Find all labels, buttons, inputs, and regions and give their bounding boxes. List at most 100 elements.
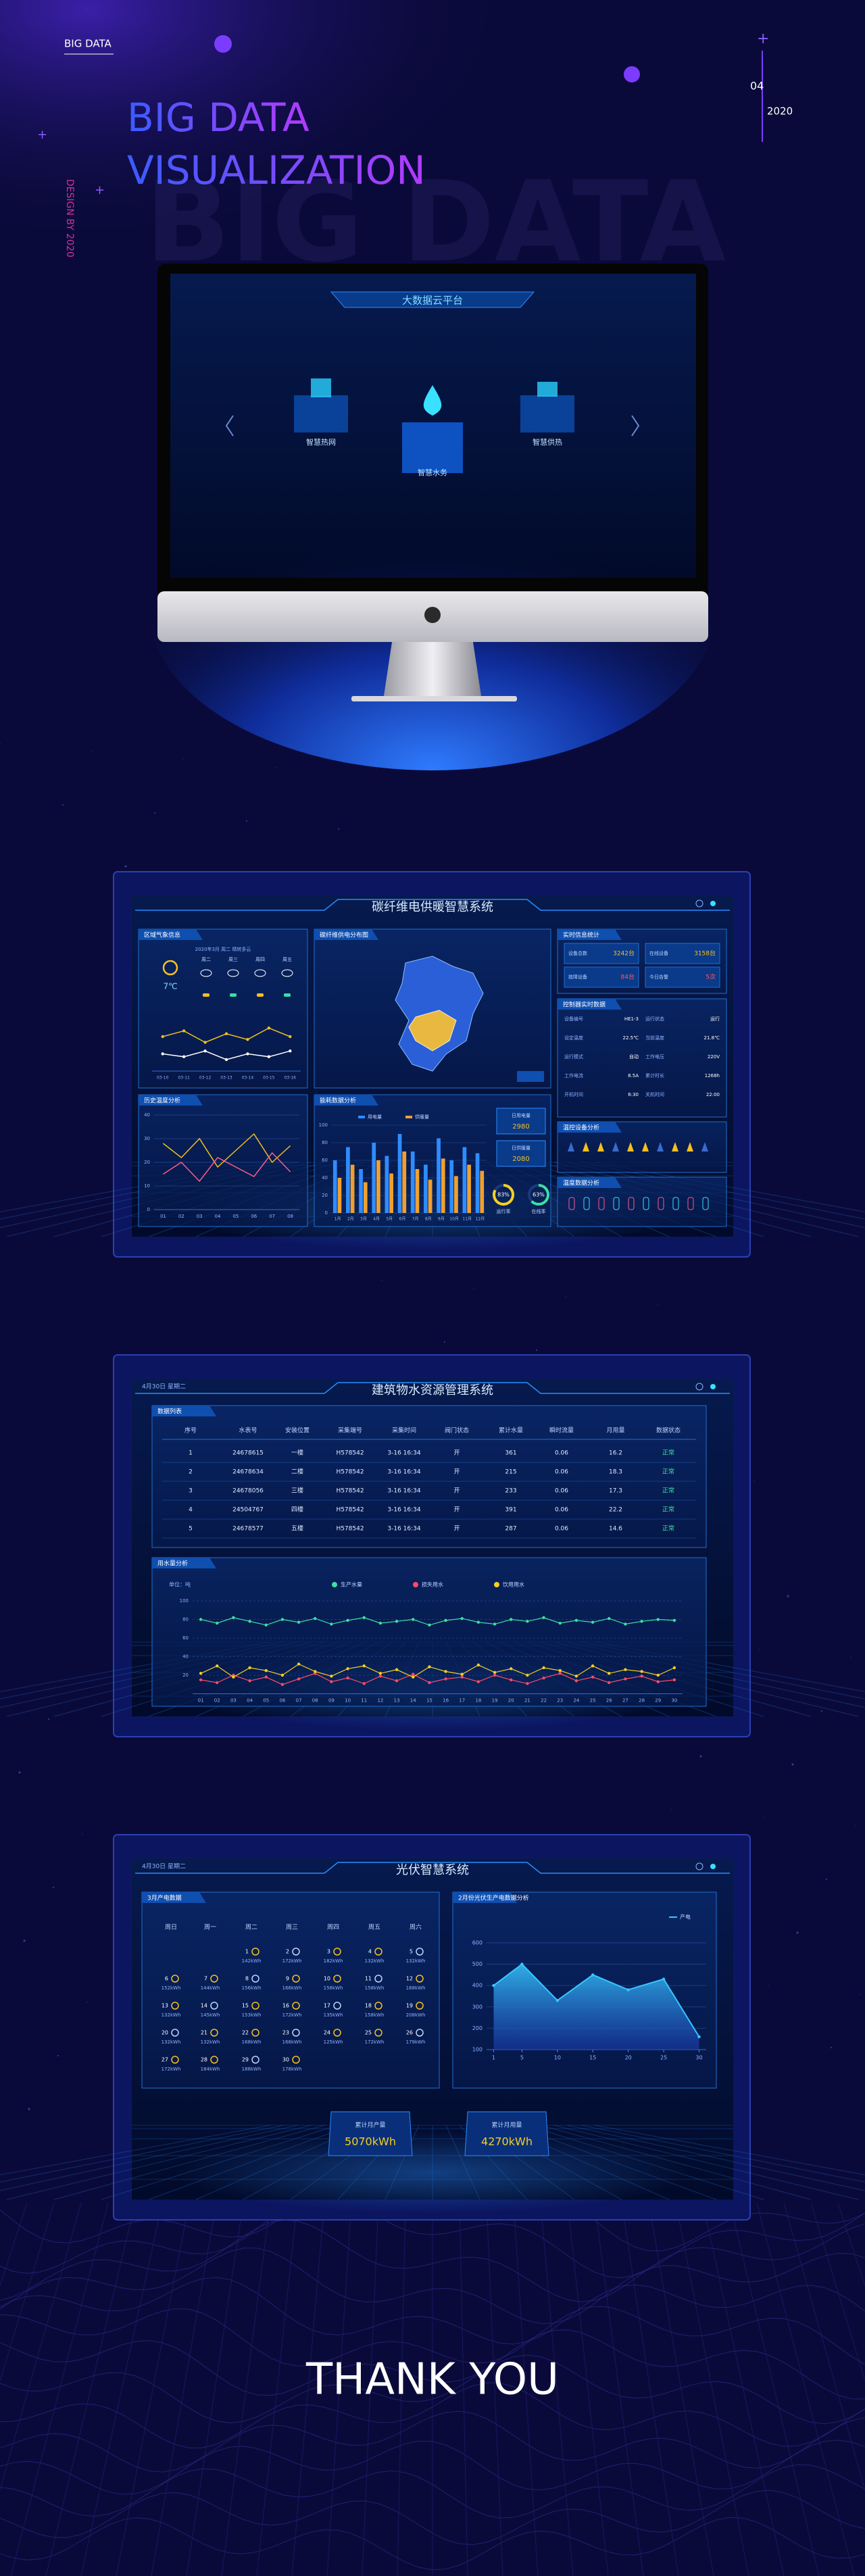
total-box [328,2111,413,2156]
controller-key: 设定温度 [564,1035,583,1041]
point [640,1670,643,1673]
wireframe [0,2202,28,2287]
point [267,1055,271,1058]
module-right[interactable]: 智慧供热 [520,382,574,447]
bar [467,1164,471,1213]
wireframe [326,2202,352,2576]
wireframe [756,2202,855,2576]
x-tick-label: 1月 [335,1217,341,1222]
table-cell: 二楼 [291,1468,303,1476]
weather-badge [203,993,209,997]
table-cell: 0.06 [555,1488,568,1495]
x-tick-label: 26 [606,1698,612,1704]
point [492,1984,495,1987]
table-cell: 3-16 16:34 [387,1488,420,1495]
point [203,1041,207,1044]
controller-key: 开机时间 [564,1091,583,1097]
star [855,1825,856,1827]
stat-label: 日用电量 [512,1112,530,1118]
bar [385,1156,389,1213]
gauge-arc [493,1184,514,1206]
legend-label: 生产水量 [341,1581,362,1588]
point [264,1675,268,1679]
calendar-value: 182kWh [324,1958,343,1964]
wireframe [783,2202,865,2492]
calendar-day: 24 [324,2030,330,2036]
table-cell: H578542 [336,1526,364,1533]
calendar-value: 168kWh [406,1985,426,1991]
table-cell: 3-16 16:34 [387,1526,420,1533]
x-tick-label: 03 [230,1698,237,1704]
table-cell: 18.3 [609,1469,622,1476]
module-label: 智慧供热 [533,437,562,447]
star [787,1595,789,1597]
weather-icon [333,2002,341,2010]
point [591,1675,595,1679]
y-tick-label: 20 [322,1193,328,1198]
device-icon [642,1142,649,1151]
arrow-right[interactable] [631,415,640,437]
point [542,1666,545,1670]
floor-grid [526,2125,764,2200]
weather-icon [251,1975,260,1983]
bar [454,1176,458,1213]
weather-icon [251,2056,260,2064]
y-tick-label: 20 [182,1673,189,1678]
x-tick-label: 30 [671,1698,677,1704]
bar [462,1147,467,1213]
calendar-value: 153kWh [242,2012,262,2018]
weekday: 周四 [327,1924,339,1931]
star [124,865,127,868]
bar [359,1169,363,1213]
year: 2020 [767,105,793,118]
point [558,1672,562,1675]
y-tick-label: 500 [472,1961,483,1967]
x-tick-label: 04 [215,1214,221,1219]
table-cell: 5 [189,1526,193,1533]
point [697,2035,701,2039]
table-cell: 0.06 [555,1526,568,1533]
point [395,1679,399,1683]
module-center[interactable]: 智慧水务 [402,385,463,477]
point [362,1616,366,1619]
weather-icon [292,1948,300,1956]
star [657,1304,658,1306]
x-tick-label: 03 [197,1214,203,1219]
calendar-value: 132kWh [365,1958,385,1964]
x-tick-label: 4月 [373,1217,380,1222]
monitor-base [351,696,517,701]
star [47,1718,50,1720]
floor-grid [148,2125,352,2200]
wireframe [151,2202,217,2576]
point [574,1618,578,1623]
point [216,1681,219,1685]
x-tick-label: 02 [178,1214,184,1219]
legend-dot [413,1582,418,1587]
point [330,1623,333,1626]
calendar-value: 132kWh [201,2039,220,2045]
point [444,1618,447,1623]
stat-label: 设备总数 [568,950,587,956]
module-left[interactable]: 智慧热网 [294,378,348,447]
device-icon [612,1142,619,1151]
point [672,1666,676,1670]
weather-icon [251,2002,260,2010]
calendar-day: 6 [165,1976,168,1982]
panel-tab [558,929,622,940]
y-tick-label: 30 [144,1136,150,1141]
calendar-day: 23 [282,2030,289,2036]
point [232,1616,235,1619]
device-icon [657,1142,664,1151]
bar [397,1134,402,1213]
star [381,1280,382,1281]
star [153,812,156,814]
panel-tab [139,1095,203,1106]
stat-value: 3158台 [694,949,716,958]
calendar-day: 2 [286,1949,289,1955]
controller-key: 工作电流 [564,1072,583,1079]
x-tick-label: 03-12 [199,1076,212,1081]
star [57,2054,59,2057]
table-cell: H578542 [336,1507,364,1514]
calendar-day: 11 [365,1976,372,1982]
arrow-left[interactable] [225,415,234,437]
